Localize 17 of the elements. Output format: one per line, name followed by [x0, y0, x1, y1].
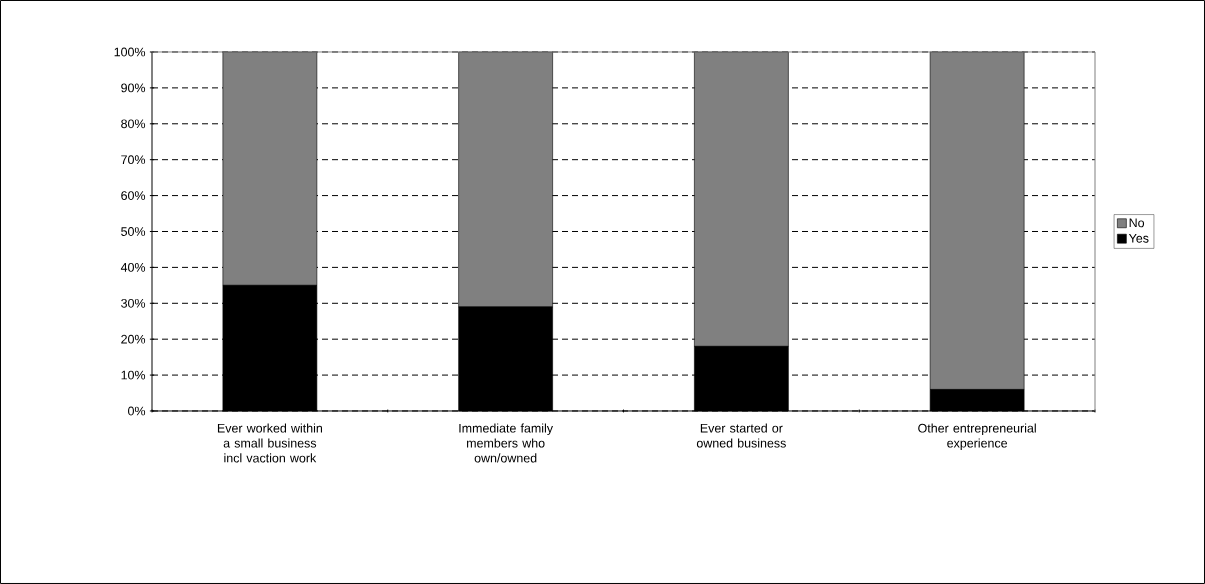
y-tick-label: 50%: [121, 227, 146, 236]
y-tick-label: 70%: [121, 155, 146, 165]
y-tick-label: 90%: [121, 83, 146, 93]
y-tick-label: 20%: [121, 334, 146, 344]
x-tick-label: Other entrepreneurial experience: [918, 423, 1036, 451]
x-tick-label: Immediate family members who own/owned: [459, 423, 553, 463]
y-tick-label: 100%: [114, 47, 146, 57]
y-tick-label: 60%: [121, 191, 146, 200]
x-tick-label: Ever started or owned business: [696, 423, 786, 448]
legend-label: Yes: [1128, 233, 1149, 243]
y-tick-label: 40%: [120, 262, 146, 272]
y-tick-label: 80%: [121, 119, 146, 129]
legend-label: No: [1129, 218, 1145, 228]
y-tick-label: 10%: [121, 370, 146, 380]
x-tick-label: Ever worked within a small business incl vaction work: [217, 423, 322, 463]
y-tick-label: 30%: [121, 298, 146, 308]
y-tick-label: 0%: [128, 406, 146, 416]
